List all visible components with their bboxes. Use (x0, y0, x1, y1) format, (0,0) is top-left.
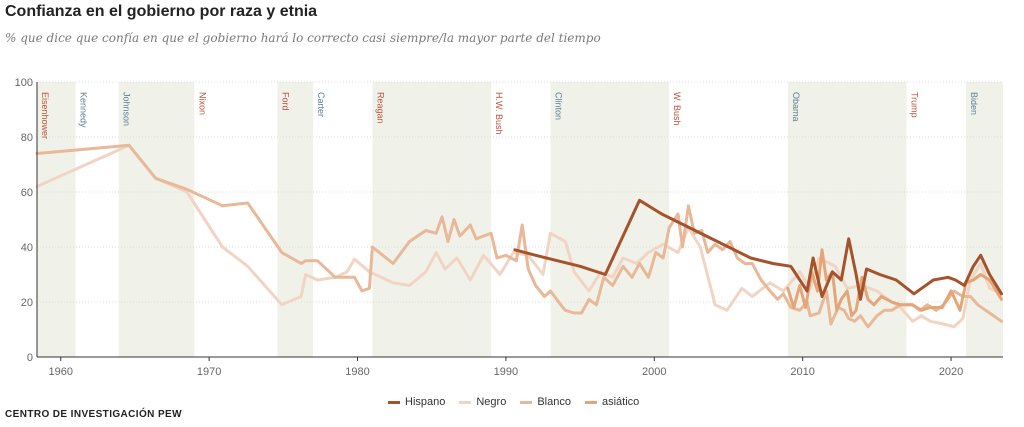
source-note: CENTRO DE INVESTIGACIÓN PEW (5, 409, 182, 420)
chart-legend: Hispano Negro Blanco asiático (388, 396, 639, 408)
president-band (118, 82, 195, 357)
president-label: Trump (910, 92, 920, 118)
president-label: Johnson (122, 92, 132, 126)
x-tick-label: 1990 (494, 366, 518, 378)
legend-label: Blanco (537, 396, 571, 408)
president-band (965, 82, 1003, 357)
chart-title: Confianza en el gobierno por raza y etni… (5, 3, 318, 20)
president-label: Nixon (197, 92, 207, 115)
x-tick-label: 2010 (790, 366, 814, 378)
president-label: H.W. Bush (494, 92, 504, 135)
legend-item-negro: Negro (459, 396, 506, 408)
president-label: Eisenhower (40, 92, 50, 139)
series-line-blanco (35, 143, 1003, 329)
legend-item-asiatico: asiático (584, 396, 640, 408)
y-tick-label: 80 (21, 132, 33, 144)
legend-label: Negro (476, 396, 507, 408)
x-tick-label: 2000 (642, 366, 666, 378)
president-labels: Eisenhower Kennedy Johnson Nixon Ford Carter R… (40, 92, 979, 139)
y-tick-label: 100 (15, 77, 33, 89)
series-lines (35, 143, 1003, 329)
legend-label: asiático (601, 396, 640, 408)
legend-swatch (459, 400, 472, 404)
x-tick-label: 1970 (197, 366, 221, 378)
president-label: Clinton (553, 92, 563, 120)
y-tick-label: 40 (21, 242, 33, 254)
president-label: W. Bush (672, 92, 682, 126)
president-band (372, 82, 492, 357)
legend-swatch (584, 400, 597, 404)
x-tick-label: 2020 (939, 366, 963, 378)
axes: 0 20 40 60 80 100 1960 1970 1980 1990 2000 2010 2020 (15, 77, 1003, 378)
legend-label: Hispano (405, 396, 446, 408)
president-label: Kennedy (79, 92, 89, 128)
president-label: Reagan (375, 92, 385, 124)
series-line-hispano (513, 198, 1003, 301)
y-tick-label: 0 (27, 352, 33, 364)
legend-item-blanco: Blanco (520, 396, 571, 408)
x-tick-label: 1960 (48, 366, 72, 378)
x-tick-label: 1980 (345, 366, 369, 378)
y-tick-label: 20 (21, 297, 33, 309)
president-label: Obama (791, 92, 801, 122)
president-label: Biden (969, 92, 979, 115)
chart-subtitle: % que dice que confía en que el gobierno… (5, 31, 601, 45)
president-bands (37, 82, 1003, 357)
president-label: Ford (280, 92, 290, 111)
president-band (37, 82, 76, 357)
series-line-asitico (786, 248, 1003, 318)
legend-swatch (520, 400, 533, 404)
legend-item-hispano: Hispano (388, 396, 445, 408)
president-band (277, 82, 313, 357)
president-band (550, 82, 670, 357)
legend-swatch (388, 400, 400, 404)
president-label: Carter (316, 92, 326, 117)
y-tick-label: 60 (21, 187, 33, 199)
